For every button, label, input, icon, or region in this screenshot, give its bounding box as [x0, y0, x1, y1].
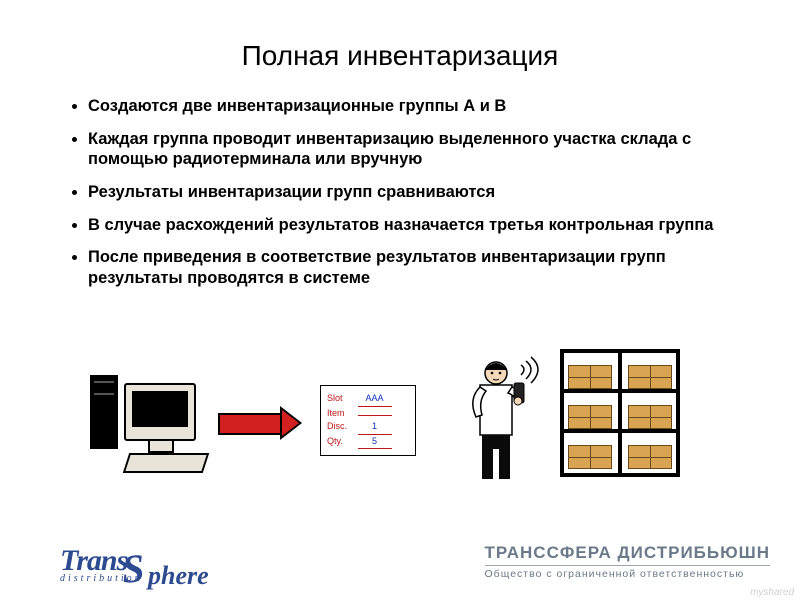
monitor-stand — [148, 439, 174, 453]
form-row: Disc. 1 — [327, 420, 409, 435]
watermark: myshared — [750, 587, 794, 598]
slide: Полная инвентаризация Создаются две инве… — [0, 0, 800, 600]
company-name: ТРАНССФЕРА ДИСТРИБЬЮШН — [485, 543, 770, 563]
box-icon — [568, 445, 612, 469]
company-subtext: Общество с ограниченной ответственностью — [485, 565, 770, 580]
slide-title: Полная инвентаризация — [60, 40, 740, 72]
logo-company: ТРАНССФЕРА ДИСТРИБЬЮШН Общество с ограни… — [485, 543, 770, 580]
footer: Trans S phere distribution ТРАНССФЕРА ДИ… — [60, 524, 770, 584]
box-icon — [628, 445, 672, 469]
box-icon — [568, 365, 612, 389]
form-label: Slot — [327, 392, 355, 406]
form-value: 1 — [358, 420, 392, 435]
bullet-item: Создаются две инвентаризационные группы … — [88, 96, 740, 117]
logo-transsphere: Trans S phere distribution — [60, 549, 143, 584]
tower-icon — [90, 375, 118, 449]
bullet-item: После приведения в соответствие результа… — [88, 247, 740, 288]
form-row: Slot AAA — [327, 392, 409, 407]
bullet-item: В случае расхождений результатов назнача… — [88, 215, 740, 236]
worker-icon — [458, 355, 548, 490]
warehouse-shelf-icon — [560, 349, 680, 477]
form-label: Qty. — [327, 435, 355, 449]
keyboard-icon — [123, 453, 209, 473]
form-row: Item — [327, 407, 409, 421]
monitor-screen — [132, 391, 188, 427]
form-value: AAA — [358, 392, 392, 407]
form-value — [358, 415, 392, 416]
form-label: Disc. — [327, 420, 355, 434]
form-value: 5 — [358, 435, 392, 450]
logo-text: S — [120, 544, 145, 592]
bullet-list: Создаются две инвентаризационные группы … — [66, 96, 740, 288]
logo-text: phere — [148, 561, 209, 591]
bullet-item: Результаты инвентаризации групп сравнива… — [88, 182, 740, 203]
monitor-icon — [124, 383, 196, 441]
box-icon — [628, 405, 672, 429]
form-label: Item — [327, 407, 355, 421]
box-icon — [568, 405, 612, 429]
inventory-form: Slot AAA Item Disc. 1 Qty. 5 — [320, 385, 416, 456]
bullet-item: Каждая группа проводит инвентаризацию вы… — [88, 129, 740, 170]
form-row: Qty. 5 — [327, 435, 409, 450]
arrow-right-icon — [218, 413, 282, 435]
illustration: Slot AAA Item Disc. 1 Qty. 5 — [60, 355, 740, 515]
box-icon — [628, 365, 672, 389]
